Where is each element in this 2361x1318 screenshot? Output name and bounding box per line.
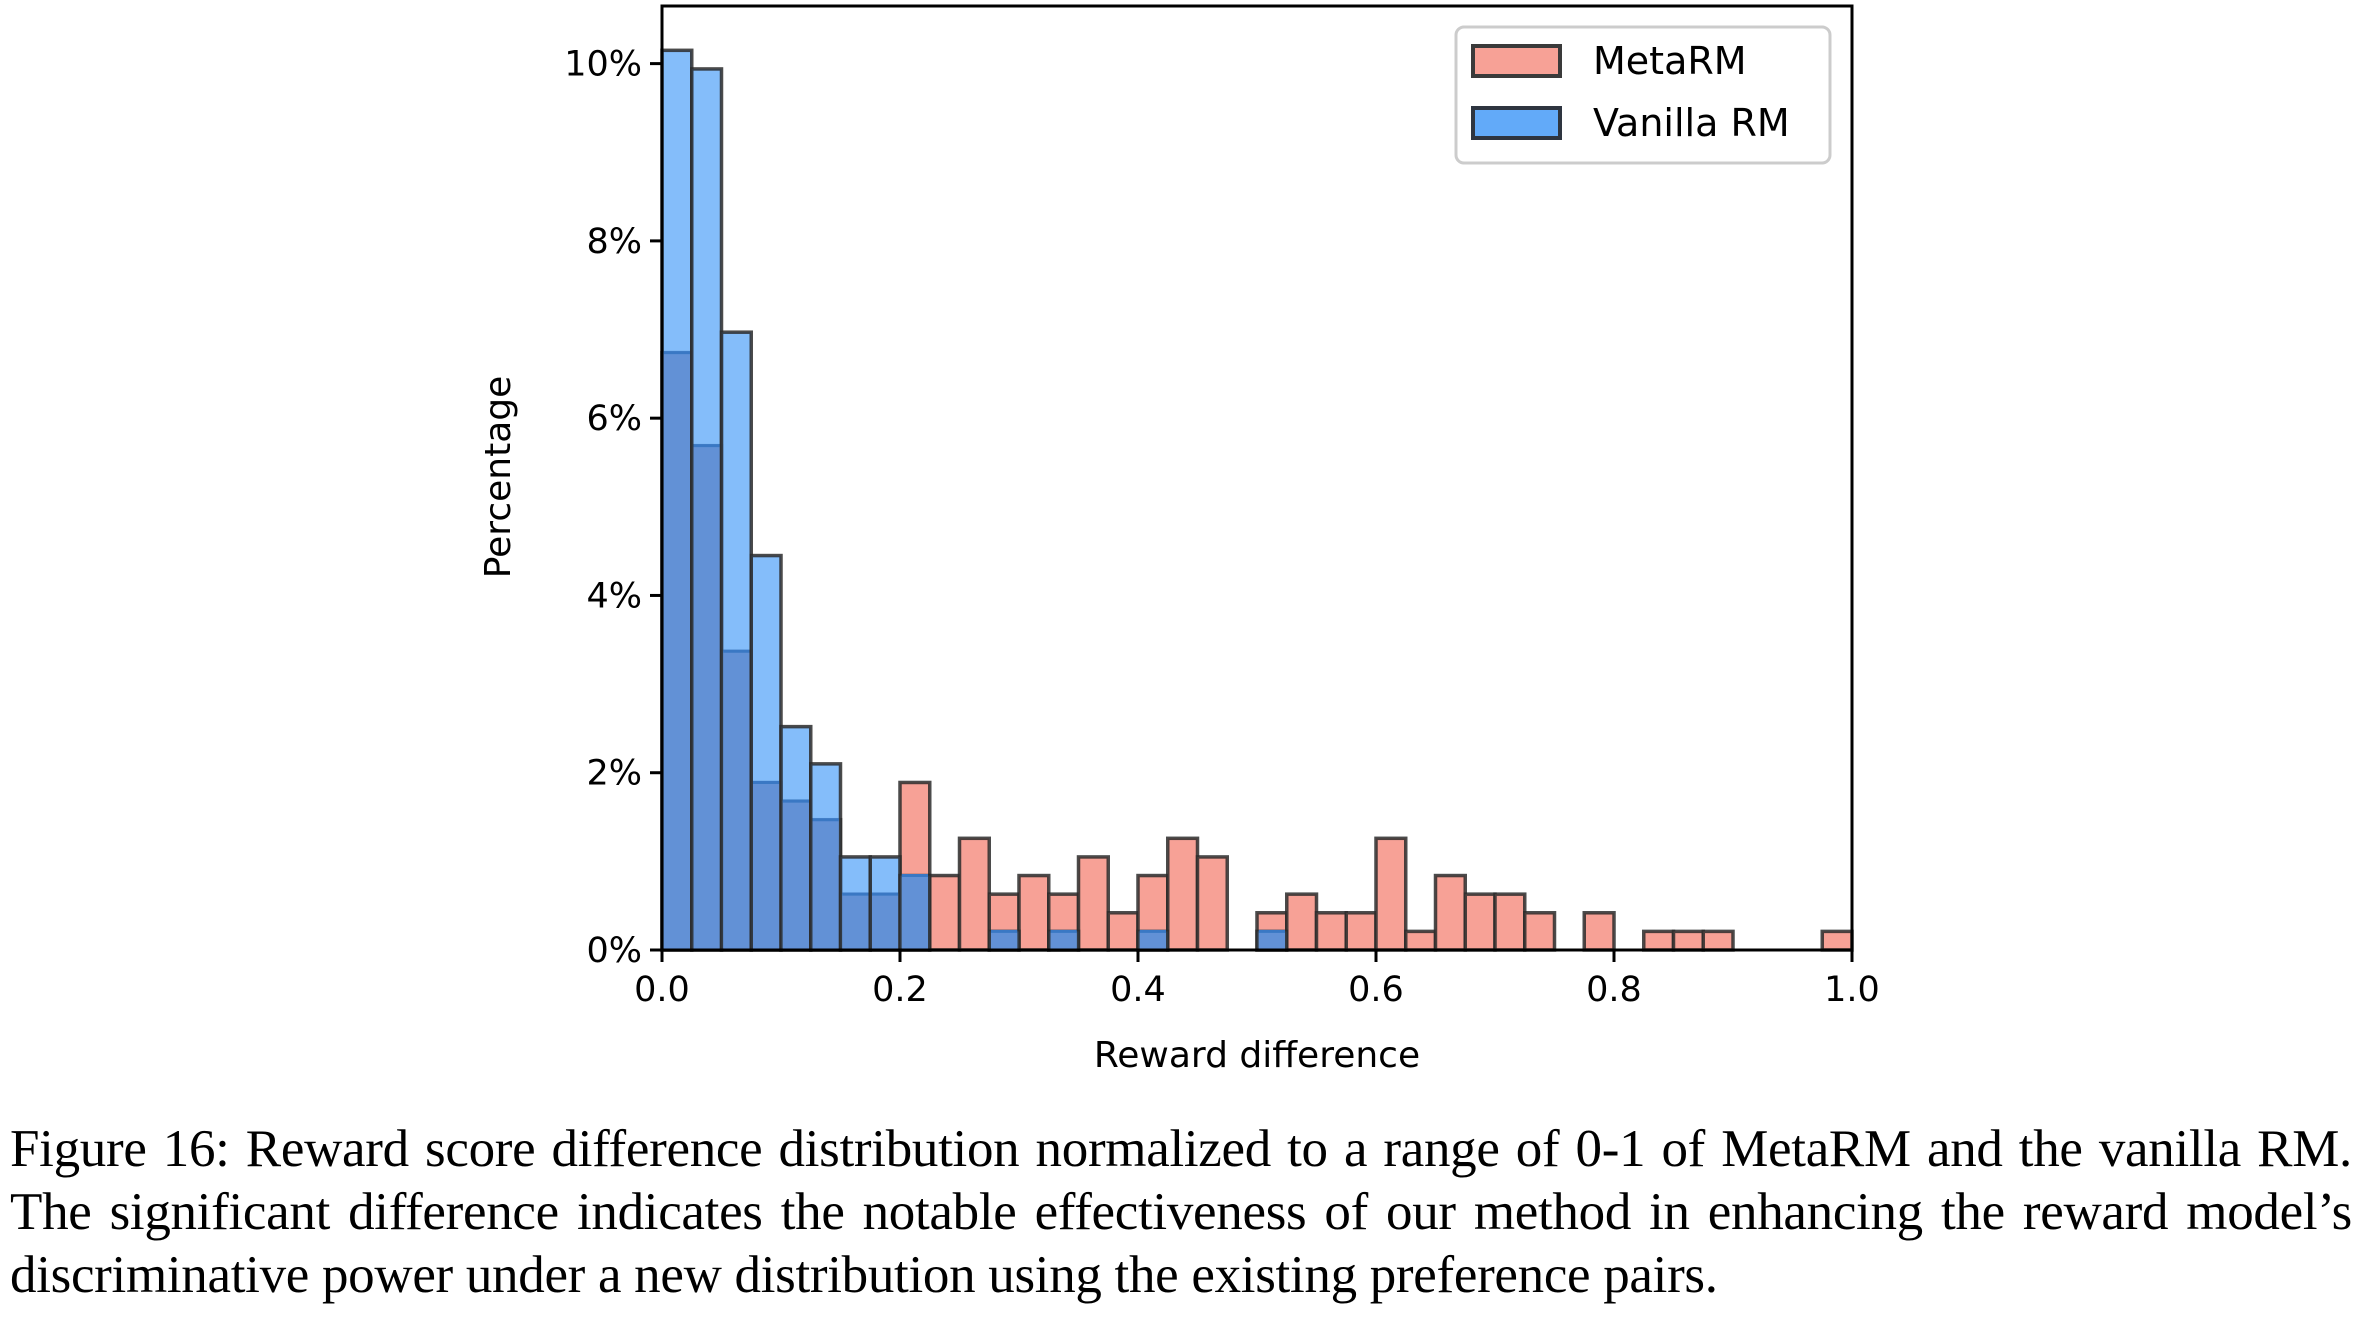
metarm-bar [1166, 836, 1200, 952]
x-tick-label: 0.2 [872, 970, 928, 1010]
x-tick-label: 0.8 [1586, 970, 1642, 1010]
overlap-region [991, 931, 1018, 950]
overlap-region [872, 894, 899, 950]
metarm-bar [1701, 929, 1735, 952]
y-tick-label: 6% [586, 399, 642, 439]
overlap-region [753, 782, 780, 950]
overlap-region [1258, 931, 1285, 950]
x-tick-label: 0.4 [1110, 970, 1166, 1010]
metarm-bar [1671, 929, 1705, 952]
y-tick-label: 2% [586, 754, 642, 794]
overlap-region [723, 651, 750, 950]
legend: MetaRM Vanilla RM [1454, 25, 1832, 165]
metarm-bar [1106, 911, 1140, 952]
y-tick-label: 10% [564, 45, 642, 85]
metarm-bar [1404, 929, 1438, 952]
overlap-region [663, 352, 690, 950]
overlap-region [842, 894, 869, 950]
legend-swatch-vanilla-rm [1471, 106, 1562, 140]
x-tick-label: 0.6 [1348, 970, 1404, 1010]
legend-label-vanilla-rm: Vanilla RM [1593, 101, 1790, 145]
metarm-bar [1285, 892, 1319, 952]
overlap-region [1139, 931, 1166, 950]
legend-swatch-metarm [1471, 44, 1562, 78]
overlap-region [782, 801, 809, 950]
metarm-bar [1463, 892, 1497, 952]
metarm-bar [1017, 873, 1051, 952]
metarm-bar [957, 836, 991, 952]
x-tick-label: 1.0 [1824, 970, 1880, 1010]
overlap-region [812, 819, 839, 950]
x-axis-label: Reward difference [1094, 1035, 1420, 1076]
overlap-region [693, 445, 720, 950]
overlap-region [1050, 931, 1077, 950]
y-tick-label: 8% [586, 222, 642, 262]
y-axis: 0% 2% 4% 6% 8% 10% [564, 45, 662, 971]
metarm-bar [1582, 911, 1616, 952]
histogram-chart: 0% 2% 4% 6% 8% 10% 0.0 0.2 0.4 0.6 0.8 1.0 Reward … [478, 4, 1880, 1076]
metarm-bar [928, 873, 962, 952]
metarm-bar [1493, 892, 1527, 952]
x-axis: 0.0 0.2 0.4 0.6 0.8 1.0 [634, 950, 1880, 1010]
y-axis-label: Percentage [478, 376, 519, 579]
x-tick-label: 0.0 [634, 970, 690, 1010]
legend-label-metarm: MetaRM [1593, 39, 1747, 83]
overlap-region [901, 875, 928, 950]
metarm-bar [1433, 873, 1467, 952]
plot-frame [660, 4, 1854, 952]
metarm-bar [1195, 855, 1229, 952]
y-tick-label: 4% [586, 576, 642, 616]
metarm-bar [1314, 911, 1348, 952]
metarm-bar [1642, 929, 1676, 952]
metarm-bar [1076, 855, 1110, 952]
metarm-bar [1344, 911, 1378, 952]
metarm-bar [1820, 929, 1854, 952]
metarm-bar [1523, 911, 1557, 952]
y-tick-label: 0% [586, 931, 642, 971]
figure-caption: Figure 16: Reward score difference distr… [10, 1120, 2352, 1304]
metarm-bar [1374, 836, 1408, 952]
vanilla-rm-bars [660, 48, 1289, 952]
